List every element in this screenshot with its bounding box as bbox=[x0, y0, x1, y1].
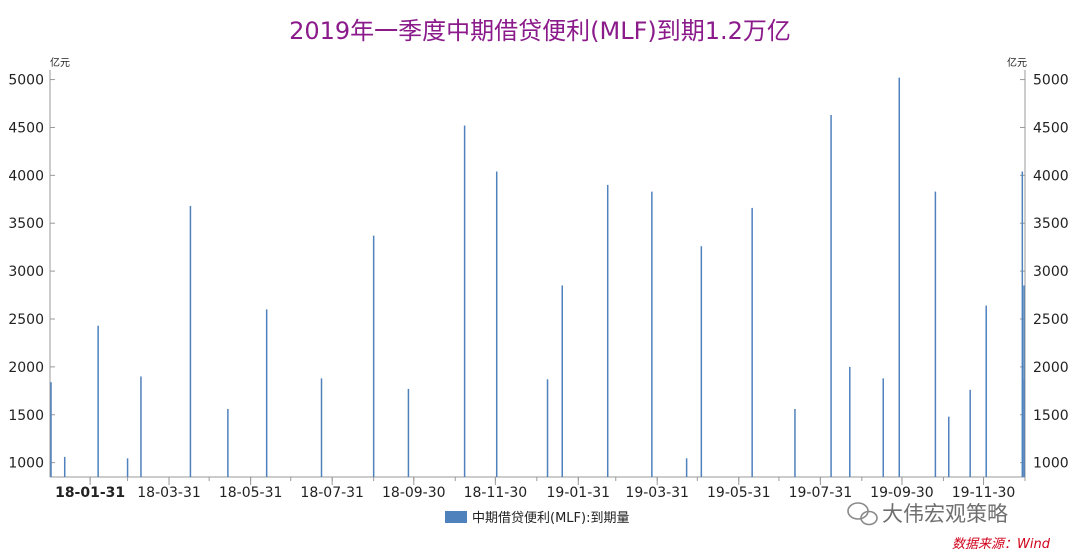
bar bbox=[751, 207, 753, 477]
watermark: 大伟宏观策略 bbox=[847, 502, 1008, 526]
legend-swatch bbox=[445, 511, 467, 523]
bar bbox=[97, 325, 99, 477]
bar bbox=[463, 125, 466, 478]
bar bbox=[189, 205, 192, 477]
bar bbox=[126, 458, 129, 477]
watermark-text: 大伟宏观策略 bbox=[882, 502, 1008, 526]
bar bbox=[934, 191, 937, 478]
bar bbox=[948, 416, 950, 477]
bar bbox=[606, 184, 609, 477]
left-unit-label: 亿元 bbox=[50, 56, 70, 69]
x-tick-label: 18-01-31 bbox=[55, 485, 125, 501]
left-y-axis: 1000 1500 2000 2500 3000 3500 4000 4500 5000 bbox=[8, 70, 55, 477]
y-tick-label-right: 4000 bbox=[1033, 168, 1069, 184]
y-tick-label-left: 1000 bbox=[8, 456, 44, 472]
bar bbox=[140, 376, 142, 477]
y-tick-label-right: 1000 bbox=[1033, 456, 1069, 472]
x-tick-label: 18-05-31 bbox=[219, 485, 283, 501]
bar bbox=[700, 246, 703, 477]
bar bbox=[794, 409, 796, 477]
y-tick-label-left: 5000 bbox=[8, 73, 44, 89]
bar bbox=[1023, 285, 1025, 477]
y-tick-label-right: 2500 bbox=[1033, 312, 1069, 328]
bar bbox=[320, 378, 323, 477]
y-tick-label-left: 2500 bbox=[8, 312, 44, 328]
right-unit-label: 亿元 bbox=[1007, 56, 1027, 69]
chart-title: 2019年一季度中期借贷便利(MLF)到期1.2万亿 bbox=[289, 17, 791, 45]
bar bbox=[227, 409, 229, 477]
bar bbox=[882, 378, 884, 477]
bar bbox=[898, 77, 901, 477]
bar bbox=[407, 388, 410, 477]
y-tick-label-right: 1500 bbox=[1033, 408, 1069, 424]
bar bbox=[495, 171, 498, 477]
bar bbox=[651, 191, 653, 478]
legend: 中期借贷便利(MLF):到期量 bbox=[445, 511, 629, 526]
x-tick-label: 18-09-30 bbox=[382, 485, 446, 501]
bar bbox=[546, 379, 549, 477]
right-y-axis: 1000 1500 2000 2500 3000 3500 4000 4500 5000 bbox=[1020, 70, 1069, 477]
legend-label: 中期借贷便利(MLF):到期量 bbox=[472, 511, 629, 526]
x-tick-label: 19-11-30 bbox=[952, 485, 1016, 501]
bar bbox=[830, 115, 832, 478]
x-tick-label: 19-01-31 bbox=[547, 485, 611, 501]
x-tick-label: 18-03-31 bbox=[137, 485, 201, 501]
y-tick-label-right: 4500 bbox=[1033, 120, 1069, 136]
y-tick-label-left: 4500 bbox=[8, 120, 44, 136]
y-tick-label-left: 1500 bbox=[8, 408, 44, 424]
x-tick-label: 18-11-30 bbox=[464, 485, 528, 501]
wechat-icon bbox=[847, 502, 878, 526]
y-tick-label-left: 3000 bbox=[8, 264, 44, 280]
bar bbox=[372, 235, 375, 477]
bar bbox=[969, 389, 971, 477]
y-tick-label-left: 3500 bbox=[8, 216, 44, 232]
bar bbox=[50, 382, 52, 477]
x-tick-label: 18-07-31 bbox=[300, 485, 364, 501]
x-tick-label: 19-05-31 bbox=[707, 485, 771, 501]
bar bbox=[985, 305, 987, 477]
bars bbox=[50, 77, 1025, 478]
bar bbox=[561, 285, 563, 477]
y-tick-label-right: 3000 bbox=[1033, 264, 1069, 280]
y-tick-label-left: 2000 bbox=[8, 360, 44, 376]
y-tick-label-right: 3500 bbox=[1033, 216, 1069, 232]
bar bbox=[685, 458, 688, 477]
y-tick-label-left: 4000 bbox=[8, 168, 44, 184]
bar bbox=[63, 456, 66, 477]
x-axis: 18-01-31 18-03-31 18-05-31 18-07-31 18-09-30… bbox=[50, 476, 1026, 501]
y-tick-label-right: 5000 bbox=[1033, 73, 1069, 89]
source-note: 数据来源：Wind bbox=[952, 537, 1051, 552]
x-tick-label: 19-09-30 bbox=[870, 485, 934, 501]
bar bbox=[1021, 171, 1024, 477]
bar bbox=[265, 309, 268, 477]
x-tick-label: 19-07-31 bbox=[789, 485, 853, 501]
y-tick-label-right: 2000 bbox=[1033, 360, 1069, 376]
bar bbox=[849, 366, 851, 477]
x-tick-label: 19-03-31 bbox=[625, 485, 689, 501]
